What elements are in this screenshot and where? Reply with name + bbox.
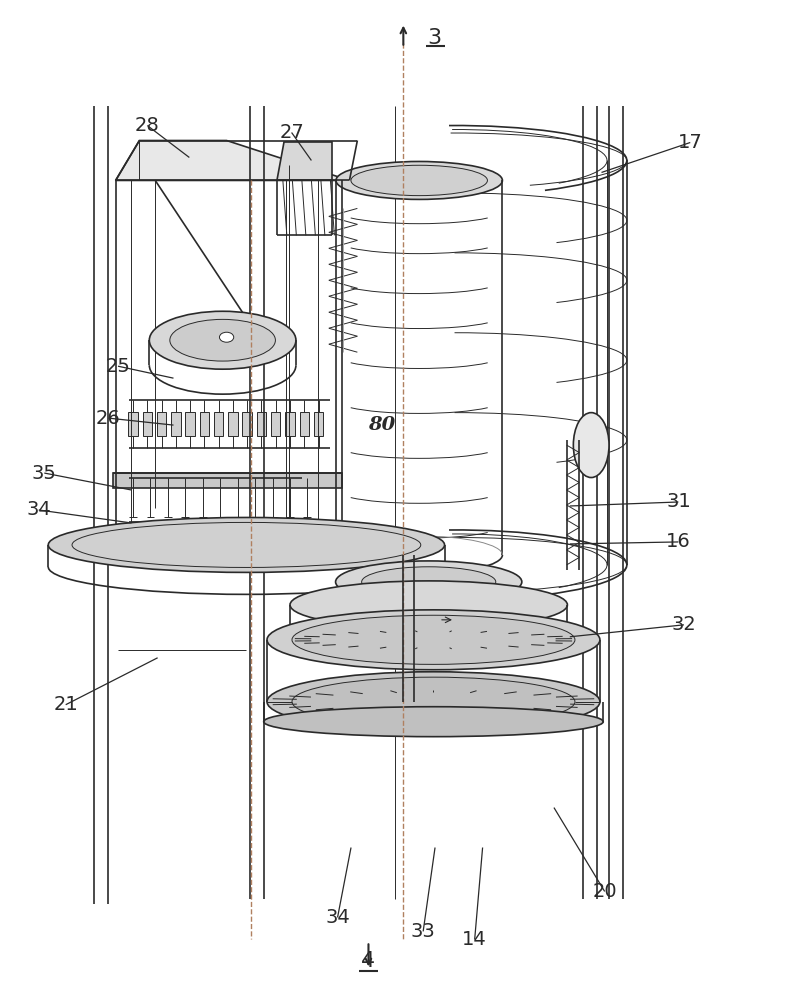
Text: 34: 34 — [26, 500, 51, 519]
Polygon shape — [214, 412, 223, 436]
Ellipse shape — [264, 707, 603, 737]
Polygon shape — [314, 412, 323, 436]
Polygon shape — [199, 412, 209, 436]
Text: 16: 16 — [666, 532, 691, 551]
Ellipse shape — [361, 567, 495, 597]
Ellipse shape — [170, 319, 276, 361]
Ellipse shape — [48, 517, 445, 572]
Polygon shape — [299, 412, 309, 436]
Text: 27: 27 — [279, 123, 304, 142]
Ellipse shape — [267, 610, 600, 670]
Ellipse shape — [336, 561, 522, 603]
Text: 20: 20 — [592, 882, 617, 901]
Polygon shape — [116, 140, 349, 180]
Ellipse shape — [267, 672, 600, 732]
Ellipse shape — [573, 413, 609, 478]
Polygon shape — [285, 412, 295, 436]
Polygon shape — [276, 142, 332, 180]
Ellipse shape — [149, 311, 296, 369]
Polygon shape — [256, 412, 266, 436]
Text: 4: 4 — [361, 951, 376, 971]
Text: 14: 14 — [462, 930, 487, 949]
Text: 35: 35 — [32, 464, 56, 483]
Text: 33: 33 — [410, 922, 436, 941]
Text: 26: 26 — [96, 409, 121, 428]
Text: 25: 25 — [106, 357, 130, 376]
Ellipse shape — [351, 165, 488, 196]
Text: 32: 32 — [672, 615, 696, 634]
Polygon shape — [129, 412, 138, 436]
Ellipse shape — [292, 615, 575, 664]
Polygon shape — [399, 595, 459, 645]
Polygon shape — [157, 412, 167, 436]
Polygon shape — [143, 412, 152, 436]
Polygon shape — [185, 412, 195, 436]
Text: 21: 21 — [53, 695, 78, 714]
Polygon shape — [228, 412, 237, 436]
Ellipse shape — [336, 161, 503, 199]
Text: 80: 80 — [368, 416, 395, 434]
Ellipse shape — [290, 581, 568, 629]
Text: 17: 17 — [678, 133, 703, 152]
Polygon shape — [387, 600, 430, 630]
Polygon shape — [114, 473, 341, 488]
Text: 31: 31 — [666, 492, 691, 511]
Polygon shape — [242, 412, 252, 436]
Ellipse shape — [219, 332, 233, 342]
Text: 28: 28 — [135, 116, 160, 135]
Polygon shape — [171, 412, 180, 436]
Text: 3: 3 — [427, 28, 441, 48]
Ellipse shape — [292, 677, 575, 726]
Polygon shape — [271, 412, 280, 436]
Text: 34: 34 — [326, 908, 350, 927]
